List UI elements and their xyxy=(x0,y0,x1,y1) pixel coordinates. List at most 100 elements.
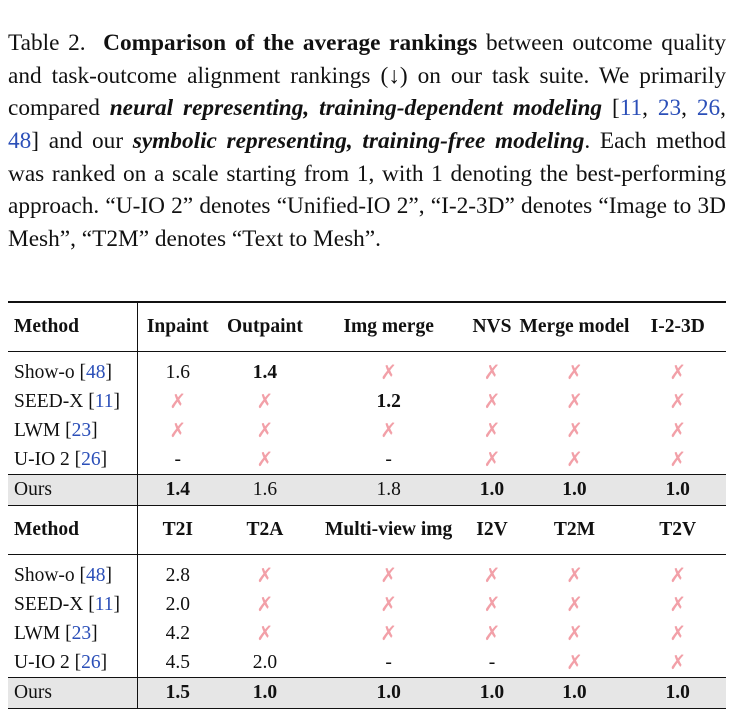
unsupported-cross-icon: ✗ xyxy=(669,652,687,674)
caption-label: Table 2. xyxy=(8,30,86,57)
unsupported-cross-icon: ✗ xyxy=(566,420,583,442)
unsupported-cross-icon: ✗ xyxy=(380,362,398,384)
citation-link[interactable]: 48 xyxy=(86,564,106,586)
rank-value: 4.5 xyxy=(165,651,190,673)
column-header: I-2-3D xyxy=(629,301,726,352)
caption-symbolic: symbolic representing, training-free mod… xyxy=(132,128,585,155)
rank-value: 1.4 xyxy=(137,474,218,506)
caption-sep: , xyxy=(681,95,697,122)
unsupported-cross-icon: ✗ xyxy=(483,565,501,587)
method-label: U-IO 2 xyxy=(14,448,70,470)
unsupported-cross-icon: ✗ xyxy=(669,594,687,616)
table-row: SEED-X [11] 2.0 ✗ ✗ ✗ ✗ ✗ xyxy=(8,590,726,619)
ranking-table-body: Method Inpaint Outpaint Img merge NVS Merge m… xyxy=(8,301,726,709)
rank-value: 1.0 xyxy=(519,677,630,709)
citation-link[interactable]: 11 xyxy=(94,390,114,412)
caption-neural: neural representing, training-dependent … xyxy=(109,95,603,122)
method-label: Ours xyxy=(14,479,52,500)
method-name: SEED-X [11] xyxy=(8,387,139,416)
citation-link[interactable]: 23 xyxy=(71,622,92,644)
method-name: LWM [23] xyxy=(8,416,139,445)
ours-row: Ours 1.4 1.6 1.8 1.0 1.0 1.0 xyxy=(8,474,726,506)
column-header: NVS xyxy=(464,301,520,352)
rank-value: 1.6 xyxy=(165,361,190,383)
citation-link[interactable]: 11 xyxy=(94,593,114,615)
rank-value: 1.0 xyxy=(629,677,726,709)
ours-row: Ours 1.5 1.0 1.0 1.0 1.0 1.0 xyxy=(8,677,726,709)
unsupported-cross-icon: ✗ xyxy=(256,594,274,616)
caption-title: Comparison of the average rankings xyxy=(103,30,478,57)
method-name: Ours xyxy=(8,474,139,506)
unsupported-cross-icon: ✗ xyxy=(380,623,398,645)
unsupported-cross-icon: ✗ xyxy=(483,420,501,442)
unsupported-cross-icon: ✗ xyxy=(483,391,501,413)
rank-value: 1.6 xyxy=(217,474,313,506)
method-name: Show-o [48] xyxy=(8,554,139,590)
citation-link[interactable]: 48 xyxy=(8,128,32,155)
unsupported-cross-icon: ✗ xyxy=(669,420,687,442)
rank-value: 1.0 xyxy=(217,677,313,709)
method-label: Ours xyxy=(14,682,52,703)
column-header: Method xyxy=(8,301,139,352)
caption-sep: , xyxy=(720,95,726,122)
method-name: SEED-X [11] xyxy=(8,590,139,619)
method-label: LWM xyxy=(14,419,61,441)
ranking-table: Method Inpaint Outpaint Img merge NVS Merge m… xyxy=(8,301,726,709)
header-row: Method T2I T2A Multi-view img I2V T2M T2V xyxy=(8,505,726,555)
rank-value: 1.2 xyxy=(376,390,401,412)
method-name: U-IO 2 [26] xyxy=(8,648,139,678)
table-row: SEED-X [11] ✗ ✗ 1.2 ✗ ✗ ✗ xyxy=(8,387,726,416)
table-row: U-IO 2 [26] - ✗ - ✗ ✗ ✗ xyxy=(8,445,726,475)
table-row: LWM [23] 4.2 ✗ ✗ ✗ ✗ ✗ xyxy=(8,619,726,648)
caption-text-4: . Each method was ranked on a scale star… xyxy=(8,128,726,252)
caption-text-3: ] and our xyxy=(31,128,133,155)
rank-value: 1.0 xyxy=(464,474,520,506)
method-label: U-IO 2 xyxy=(14,651,70,673)
unsupported-cross-icon: ✗ xyxy=(669,565,687,587)
caption-text-2: [ xyxy=(602,95,620,122)
citation-link[interactable]: 26 xyxy=(81,448,101,470)
column-header: T2A xyxy=(217,505,313,555)
citation-link[interactable]: 23 xyxy=(657,95,682,122)
table-caption: Table 2. Comparison of the average ranki… xyxy=(8,27,726,255)
caption-text-1: between outcome quality and task-outcome… xyxy=(8,30,727,122)
column-header: T2V xyxy=(629,505,726,555)
method-name: LWM [23] xyxy=(8,619,139,648)
method-label: SEED-X xyxy=(14,593,84,615)
unsupported-cross-icon: ✗ xyxy=(669,449,687,471)
rank-value: - xyxy=(385,448,392,470)
unsupported-cross-icon: ✗ xyxy=(483,594,501,616)
table-row: Show-o [48] 2.8 ✗ ✗ ✗ ✗ ✗ xyxy=(8,554,726,590)
rank-value: 2.0 xyxy=(252,651,278,673)
unsupported-cross-icon: ✗ xyxy=(256,420,274,442)
column-header: Multi-view img xyxy=(312,505,465,555)
rank-value: - xyxy=(385,651,392,673)
header-row: Method Inpaint Outpaint Img merge NVS Merge m… xyxy=(8,301,726,352)
method-label: LWM xyxy=(14,622,61,644)
column-header: Merge model xyxy=(519,301,630,352)
unsupported-cross-icon: ✗ xyxy=(256,449,274,471)
rank-value: 1.0 xyxy=(629,474,726,506)
table-row: U-IO 2 [26] 4.5 2.0 - - ✗ ✗ xyxy=(8,648,726,678)
unsupported-cross-icon: ✗ xyxy=(566,652,583,674)
unsupported-cross-icon: ✗ xyxy=(566,449,583,471)
rank-value: 1.8 xyxy=(312,474,465,506)
unsupported-cross-icon: ✗ xyxy=(566,362,583,384)
column-header: T2I xyxy=(137,505,218,555)
citation-link[interactable]: 11 xyxy=(619,95,643,122)
rank-value: 2.8 xyxy=(165,564,190,586)
rank-value: 4.2 xyxy=(165,622,190,644)
rank-value: 1.0 xyxy=(464,677,520,709)
rank-value: 1.0 xyxy=(519,474,630,506)
rank-value: - xyxy=(174,448,182,470)
unsupported-cross-icon: ✗ xyxy=(256,623,274,645)
citation-link[interactable]: 23 xyxy=(71,419,92,441)
unsupported-cross-icon: ✗ xyxy=(380,565,398,587)
citation-link[interactable]: 26 xyxy=(696,95,721,122)
unsupported-cross-icon: ✗ xyxy=(483,362,501,384)
citation-link[interactable]: 48 xyxy=(86,361,106,383)
rank-value: 1.0 xyxy=(312,677,465,709)
unsupported-cross-icon: ✗ xyxy=(483,449,501,471)
citation-link[interactable]: 26 xyxy=(81,651,101,673)
unsupported-cross-icon: ✗ xyxy=(256,565,274,587)
